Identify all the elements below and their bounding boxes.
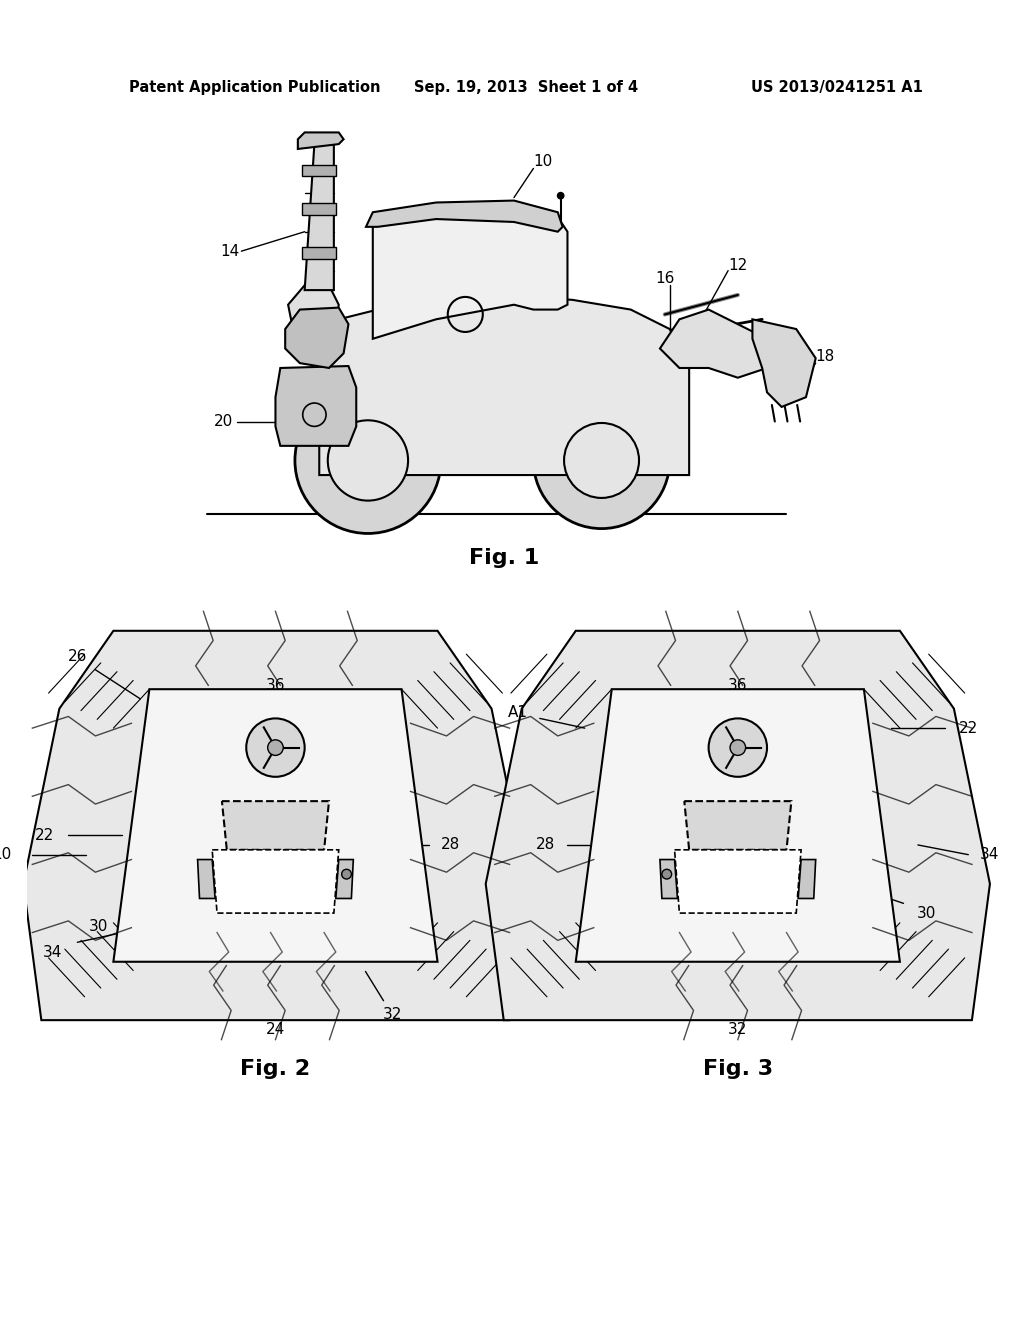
Circle shape <box>295 388 441 533</box>
Polygon shape <box>198 859 215 899</box>
Text: 34: 34 <box>980 847 999 862</box>
Text: 10: 10 <box>0 847 11 862</box>
Circle shape <box>246 718 305 776</box>
Polygon shape <box>336 859 353 899</box>
Text: 36: 36 <box>436 251 456 267</box>
Polygon shape <box>684 801 792 850</box>
Circle shape <box>267 739 284 755</box>
Polygon shape <box>675 850 801 913</box>
Text: Fig. 3: Fig. 3 <box>702 1059 773 1078</box>
Text: 22: 22 <box>958 721 978 735</box>
Polygon shape <box>275 366 356 446</box>
Text: 22: 22 <box>36 828 54 842</box>
Text: 16: 16 <box>655 271 675 286</box>
Circle shape <box>709 718 767 776</box>
Text: 34: 34 <box>42 945 61 960</box>
Text: Patent Application Publication: Patent Application Publication <box>129 81 381 95</box>
Polygon shape <box>222 801 329 850</box>
Circle shape <box>662 870 672 879</box>
Text: Fig. 2: Fig. 2 <box>241 1059 310 1078</box>
Polygon shape <box>753 319 816 407</box>
Text: 28: 28 <box>440 837 460 853</box>
Text: A1: A1 <box>508 705 528 721</box>
Text: 30: 30 <box>918 906 937 920</box>
Polygon shape <box>298 132 344 149</box>
Text: 26: 26 <box>68 648 87 664</box>
FancyBboxPatch shape <box>302 203 336 215</box>
Circle shape <box>342 870 351 879</box>
Text: Sep. 19, 2013  Sheet 1 of 4: Sep. 19, 2013 Sheet 1 of 4 <box>414 81 638 95</box>
Circle shape <box>730 739 745 755</box>
Polygon shape <box>575 689 900 962</box>
Polygon shape <box>305 144 334 290</box>
Circle shape <box>534 392 670 528</box>
Polygon shape <box>659 859 678 899</box>
FancyBboxPatch shape <box>302 165 336 177</box>
Text: 32: 32 <box>383 1007 402 1022</box>
Circle shape <box>564 422 639 498</box>
Circle shape <box>328 420 409 500</box>
Text: Fig. 1: Fig. 1 <box>469 548 540 568</box>
Polygon shape <box>319 294 689 475</box>
Text: +: + <box>267 871 284 891</box>
Polygon shape <box>659 310 767 378</box>
Polygon shape <box>373 206 567 339</box>
Text: +: + <box>729 871 746 891</box>
Polygon shape <box>286 308 348 368</box>
Text: 28: 28 <box>536 837 555 853</box>
Circle shape <box>557 191 564 199</box>
Polygon shape <box>366 201 562 232</box>
Text: 10: 10 <box>534 154 553 169</box>
Text: 18: 18 <box>816 348 835 364</box>
Polygon shape <box>485 631 990 1020</box>
Text: 36: 36 <box>265 677 286 693</box>
Text: 12: 12 <box>728 259 748 273</box>
FancyBboxPatch shape <box>302 247 336 259</box>
Text: 24: 24 <box>266 1023 285 1038</box>
Text: 20: 20 <box>214 414 233 429</box>
Text: 14: 14 <box>220 244 240 259</box>
Polygon shape <box>798 859 816 899</box>
Text: 32: 32 <box>728 1023 748 1038</box>
Polygon shape <box>24 631 527 1020</box>
Polygon shape <box>114 689 437 962</box>
Text: US 2013/0241251 A1: US 2013/0241251 A1 <box>751 81 923 95</box>
Text: 36: 36 <box>728 677 748 693</box>
Text: 30: 30 <box>89 919 109 935</box>
Polygon shape <box>288 285 339 348</box>
Polygon shape <box>212 850 339 913</box>
